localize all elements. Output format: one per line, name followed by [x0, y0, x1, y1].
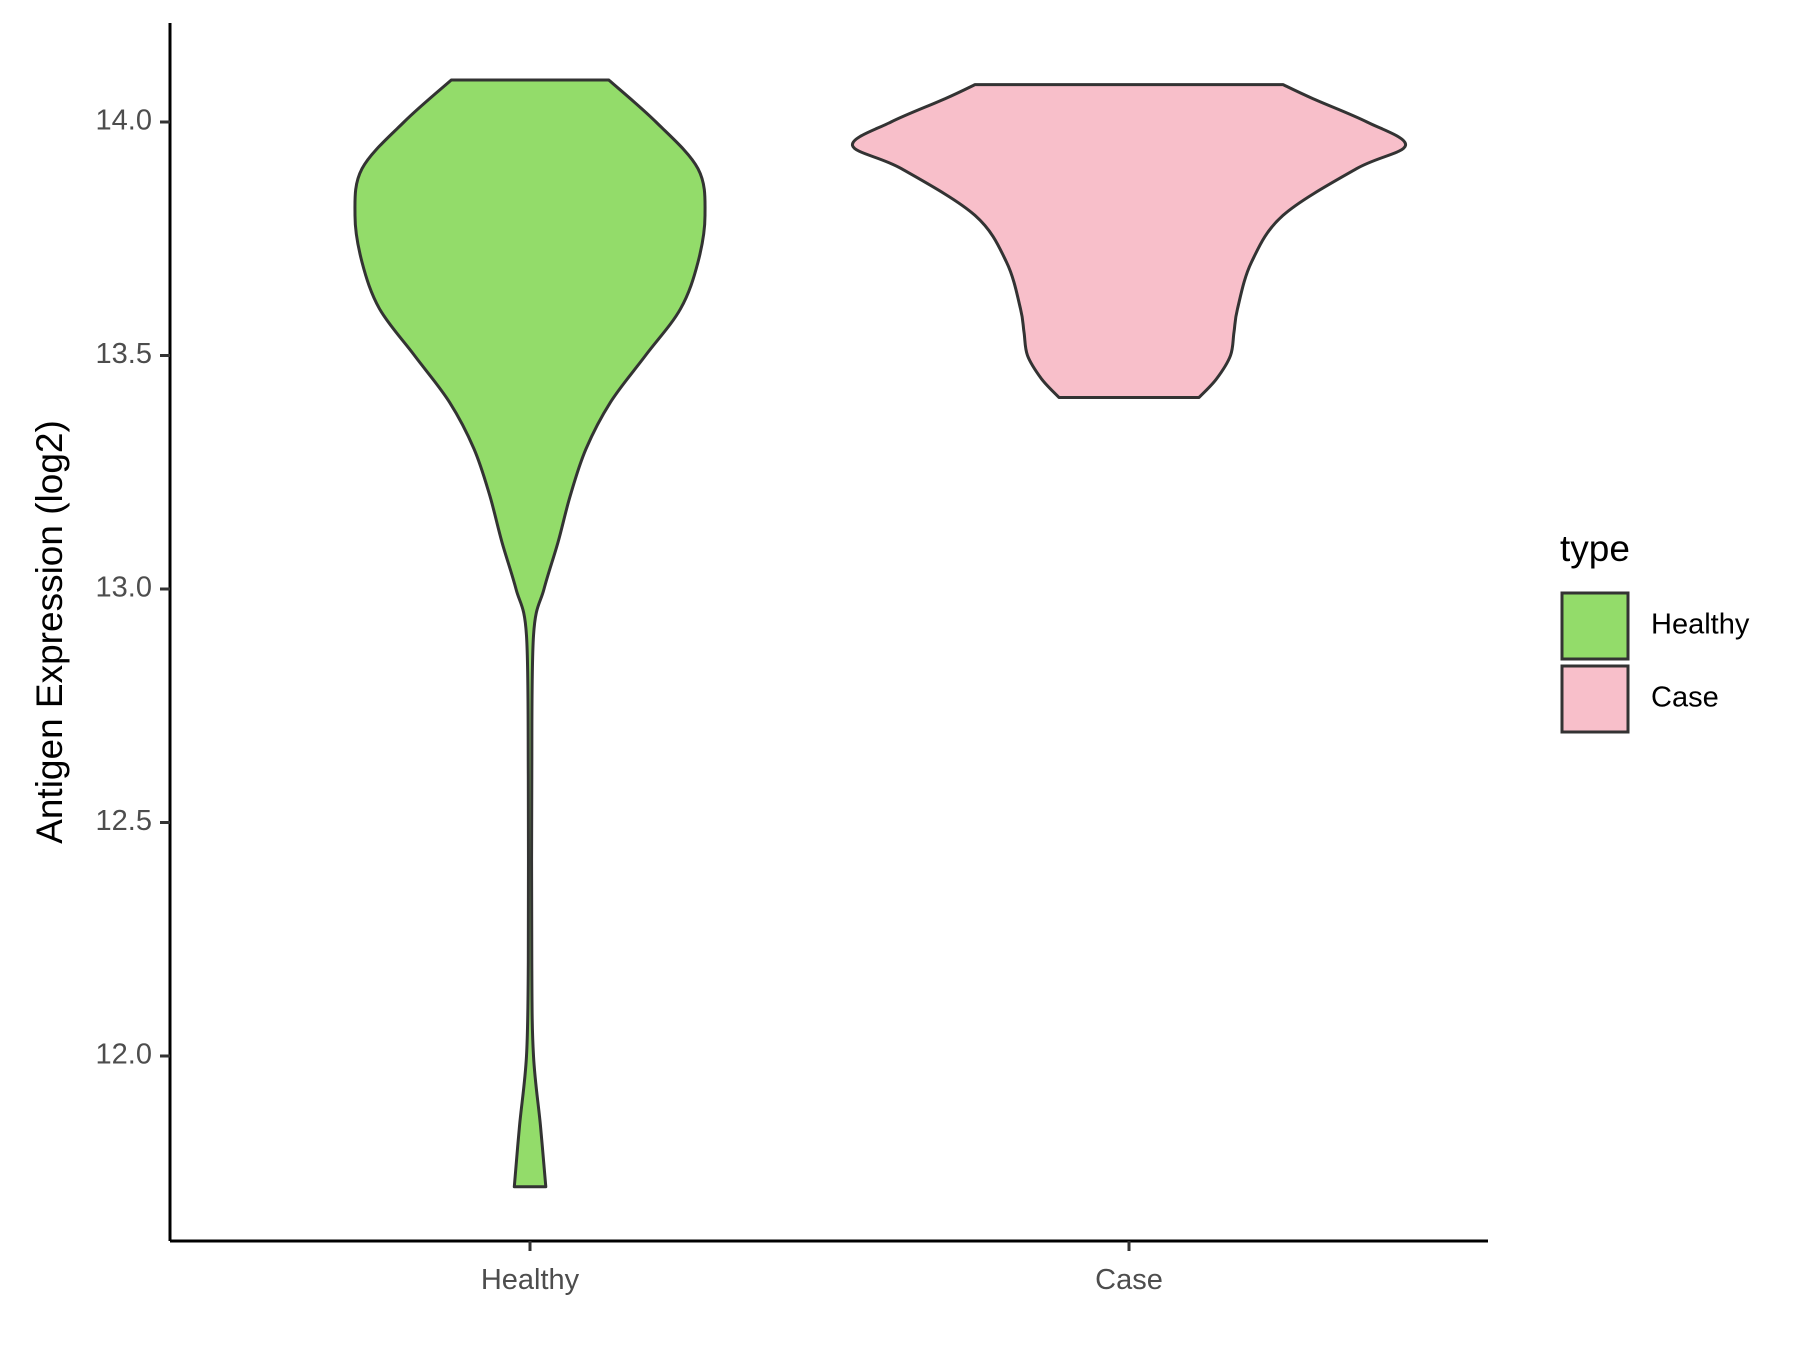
y-ticks: 12.0 12.5 13.0 13.5 14.0 [96, 105, 170, 1071]
y-axis-title: Antigen Expression (log2) [29, 420, 70, 844]
legend-swatch-case [1560, 664, 1630, 734]
legend-label-healthy: Healthy [1651, 609, 1750, 641]
legend-swatch-healthy [1560, 591, 1630, 661]
axes [168, 23, 1488, 1243]
y-tick-label: 12.5 [96, 805, 152, 837]
x-tick-label: Healthy [481, 1264, 580, 1296]
violin-layer [353, 78, 1407, 1189]
y-tick-label: 14.0 [96, 105, 152, 137]
violin-healthy [353, 78, 707, 1189]
legend-title: type [1560, 528, 1630, 569]
violin-case [851, 83, 1407, 399]
x-tick-label: Case [1095, 1264, 1163, 1296]
y-tick-label: 12.0 [96, 1039, 152, 1071]
y-tick-label: 13.0 [96, 572, 152, 604]
x-ticks: Healthy Case [481, 1241, 1163, 1296]
legend-label-case: Case [1651, 682, 1719, 714]
y-tick-label: 13.5 [96, 338, 152, 370]
legend: type Healthy Case [1560, 528, 1750, 734]
